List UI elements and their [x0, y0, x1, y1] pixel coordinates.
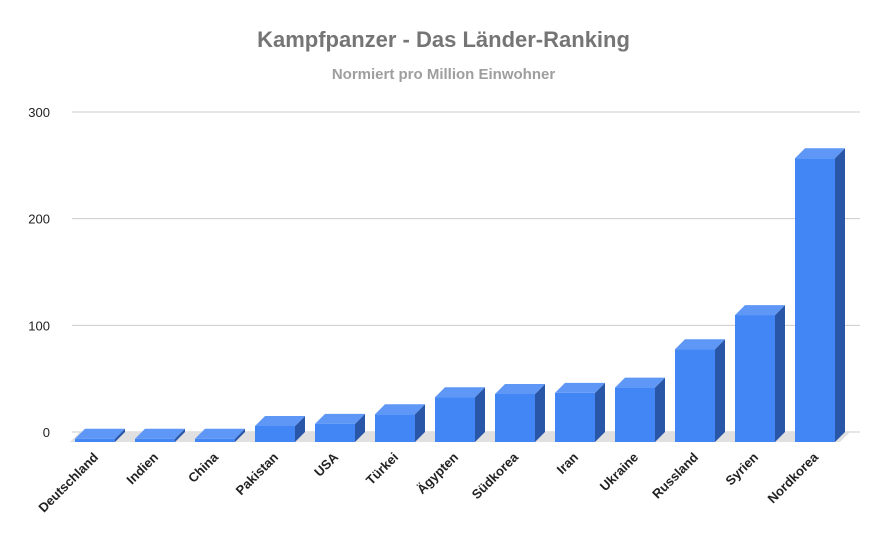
bar-top — [135, 428, 185, 439]
x-tick-label: Nordkorea — [765, 449, 822, 506]
x-tick-label: Syrien — [722, 449, 761, 488]
x-tick-label: Indien — [123, 449, 161, 487]
bar-side — [595, 382, 605, 442]
bar-top — [315, 413, 365, 424]
x-tick-label: Ägypten — [414, 449, 461, 496]
bar — [135, 428, 185, 442]
bar-front — [495, 394, 535, 442]
bar-front — [75, 438, 115, 442]
bar-front — [795, 158, 835, 442]
bar-top — [75, 428, 125, 439]
y-tick-label: 0 — [43, 425, 50, 440]
bar-front — [375, 414, 415, 442]
bar-side — [415, 404, 425, 442]
bar — [75, 428, 125, 442]
bar-front — [315, 423, 355, 442]
x-tick-label: Südkorea — [469, 449, 522, 502]
bar-front — [195, 438, 235, 442]
bar-front — [675, 349, 715, 442]
bar-front — [135, 438, 175, 442]
bar-top — [555, 382, 605, 393]
chart-subtitle: Normiert pro Million Einwohner — [331, 66, 556, 83]
x-tick-label: Ukraine — [597, 450, 641, 494]
y-tick-label: 200 — [28, 212, 50, 227]
bar — [495, 384, 545, 442]
x-tick-label: USA — [311, 449, 341, 479]
bar-side — [655, 377, 665, 442]
y-tick-label: 100 — [28, 318, 50, 333]
bar-front — [555, 392, 595, 442]
bar-top — [195, 428, 245, 439]
bar-side — [355, 413, 365, 442]
bar-front — [615, 387, 655, 442]
chart-title: Kampfpanzer - Das Länder-Ranking — [257, 27, 630, 52]
x-tick-label: Pakistan — [233, 449, 281, 497]
bar — [555, 382, 605, 442]
bar-side — [715, 339, 725, 442]
bar-side — [115, 428, 125, 442]
y-tick-label: 300 — [28, 105, 50, 120]
x-tick-label: Iran — [554, 449, 582, 477]
bar-side — [535, 384, 545, 442]
bar-top — [435, 387, 485, 398]
bar — [675, 339, 725, 442]
bar-top — [735, 305, 785, 316]
bar-front — [435, 397, 475, 442]
bar-side — [175, 428, 185, 442]
bar — [195, 428, 245, 442]
bar-top — [675, 339, 725, 350]
bar — [435, 387, 485, 442]
bar — [795, 148, 845, 442]
bar-top — [255, 416, 305, 426]
bar — [375, 404, 425, 442]
bar-top — [615, 377, 665, 388]
bar — [615, 377, 665, 442]
bar-side — [835, 148, 845, 442]
bar — [735, 305, 785, 442]
bar-side — [475, 387, 485, 442]
bar-top — [375, 404, 425, 415]
x-tick-label: Deutschland — [35, 449, 101, 515]
bar — [315, 413, 365, 442]
x-tick-label: Türkei — [363, 450, 401, 488]
bar-side — [775, 305, 785, 442]
bar-front — [255, 426, 295, 442]
bar-side — [295, 416, 305, 442]
bar-top — [795, 148, 845, 159]
x-tick-label: China — [185, 449, 222, 486]
x-tick-label: Russland — [649, 449, 701, 501]
bar-top — [495, 384, 545, 394]
bar-side — [235, 428, 245, 442]
bar-front — [735, 315, 775, 442]
bar — [255, 416, 305, 442]
